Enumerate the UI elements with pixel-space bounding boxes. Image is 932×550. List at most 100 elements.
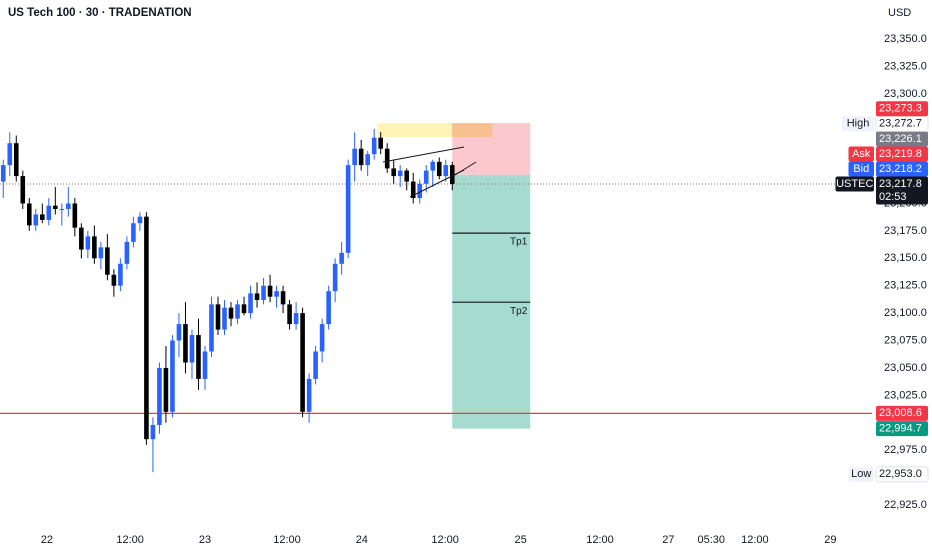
y-tick-label: 23,050.0 [884,362,927,374]
price-axis: 22 12:00 23 12:00 24 12:00 25 12:00 27 05:30 12:00… [41,33,929,546]
candle-body [287,304,292,325]
candle-body [300,313,305,412]
x-tick-label: 25 [514,534,526,546]
candle-body [13,143,19,177]
candle-body [39,214,45,220]
price-label: 23,008.6 [879,407,922,419]
candle-body [306,378,312,412]
trendline [382,146,465,163]
x-tick-label: 22 [41,534,53,546]
plot-area: Tp1 Tp2 [0,123,872,473]
price-label-name-box [835,176,874,192]
candle-body [345,165,351,253]
candle-body [157,367,162,425]
price-label: 23,272.7 [879,118,922,130]
candle-body [358,148,364,166]
candle-body [46,205,52,220]
price-label-box [876,131,928,147]
price-label: 23,273.3 [879,103,922,115]
candle-body [280,291,286,305]
y-tick-label: 22,925.0 [884,499,927,511]
price-label-name-box [842,116,874,132]
y-tick-label: 23,325.0 [884,60,927,72]
price-label: 22,994.7 [879,422,922,434]
candle-body [228,307,234,319]
candle-body [293,313,299,325]
candle-body [410,181,416,199]
y-tick-label: 23,125.0 [884,280,927,292]
candle-body [371,137,377,155]
currency[interactable]: USD [888,7,911,19]
candle-body [417,183,423,199]
price-label-box [876,176,928,205]
candle-body [124,241,130,264]
take-profit-label: Tp2 [510,306,528,317]
candle-body [85,236,91,250]
price-label: 23,226.1 [879,133,922,145]
candle-body [92,236,97,259]
candle-body [443,165,449,177]
candle-body [7,143,13,166]
yellow-zone [377,123,453,138]
y-tick-label: 23,100.0 [884,307,927,319]
candle-body [222,307,227,330]
x-tick-label: 05:30 [698,534,726,546]
candle-body [163,367,169,412]
candle-body [274,291,279,297]
candle-body [59,208,65,210]
candle-body [254,293,260,300]
candle-body [430,161,436,171]
candle-body [105,247,110,275]
candle-body [332,263,338,292]
candle-body [79,227,84,250]
price-label-box [876,421,928,437]
price-label-box [876,146,928,162]
y-tick-label: 22,975.0 [884,444,927,456]
x-tick-label: 23 [199,534,211,546]
chart-title: US Tech 100 · 30 · TRADENATION [8,7,192,19]
price-label-name: USTEC [836,178,873,190]
candle-body [397,170,403,177]
candle-body [53,205,58,209]
candle-body [436,161,442,177]
candle-body [196,335,201,379]
candle-body [261,285,266,300]
candle-body [248,293,253,314]
candle-body [150,424,156,440]
countdown: 02:53 [879,191,907,203]
y-tick-label: 23,150.0 [884,252,927,264]
candle-body [33,214,39,226]
x-tick-label: 27 [662,534,674,546]
candle-body [326,291,331,325]
price-label-name-box [848,146,874,162]
price-label-box [876,161,928,177]
candle-body [209,304,214,352]
candle-body [365,154,370,166]
price-label: 23,218.2 [879,163,922,175]
y-tick-label: 23,175.0 [884,225,927,237]
candle-body [241,304,247,314]
x-tick-label: 12:00 [741,534,769,546]
x-tick-label: 24 [356,534,368,546]
candle-body [66,203,71,209]
candle-body [352,148,357,166]
candle-body [20,176,26,204]
x-tick-label: 12:00 [586,534,614,546]
candle-body [0,165,6,182]
candle-body [131,223,136,242]
price-label-name: Bid [853,163,869,175]
candle-body [339,252,344,264]
candle-body [26,203,32,226]
candle-body [384,148,390,169]
candle-body [72,203,78,228]
x-tick-label: 12:00 [273,534,301,546]
price-label-name: High [847,118,870,130]
candle-body [176,324,182,341]
candle-body [423,170,429,184]
y-tick-label: 23,075.0 [884,334,927,346]
x-tick-label: 12:00 [116,534,144,546]
candle-body [170,340,175,412]
candle-body [111,274,117,286]
candle-body [189,335,195,363]
